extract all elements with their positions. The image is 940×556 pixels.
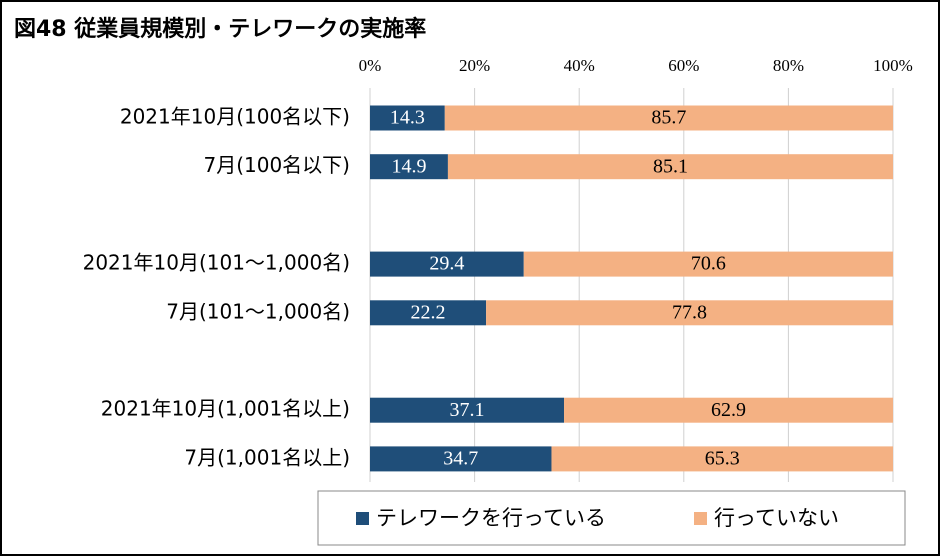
y-tick-label: 7月(101～1,000名) [166, 299, 350, 323]
bar-segment [370, 446, 552, 472]
y-tick-label: 2021年10月(100名以下) [120, 105, 350, 129]
x-tick-label: 0% [359, 56, 382, 75]
bar-segment [564, 397, 893, 423]
bar-segment [444, 105, 893, 131]
y-tick-label: 7月(1,001名以上) [184, 445, 350, 469]
legend-box [317, 490, 906, 546]
x-tick-label: 20% [459, 56, 490, 75]
bar-segment [370, 251, 524, 277]
value-label: 77.8 [672, 301, 707, 323]
value-label: 22.2 [411, 301, 446, 323]
bar-segment [370, 154, 448, 180]
value-label: 85.7 [651, 107, 686, 129]
value-label: 85.1 [653, 155, 688, 177]
value-label: 14.9 [391, 155, 426, 177]
bar-segment [447, 154, 893, 180]
x-tick-label: 60% [668, 56, 699, 75]
y-tick-label: 7月(100名以下) [203, 153, 350, 177]
y-tick-label: 2021年10月(101～1,000名) [83, 251, 350, 275]
x-tick-label: 40% [564, 56, 595, 75]
legend-label: テレワークを行っている [376, 506, 606, 530]
x-tick-label: 80% [773, 56, 804, 75]
value-label: 14.3 [390, 107, 425, 129]
bar-segment [551, 446, 893, 472]
legend-swatch [356, 512, 369, 525]
value-label: 70.6 [691, 253, 726, 275]
bar-segment [370, 397, 565, 423]
bar-segment [370, 300, 487, 326]
value-label: 37.1 [450, 399, 485, 421]
bar-segment [523, 251, 893, 277]
y-tick-label: 2021年10月(1,001名以上) [101, 397, 350, 421]
value-label: 65.3 [705, 447, 740, 469]
value-label: 29.4 [429, 253, 464, 275]
x-tick-label: 100% [873, 56, 913, 75]
legend-swatch [694, 512, 707, 525]
bar-segment [486, 300, 893, 326]
bar-segment [370, 105, 445, 131]
value-label: 34.7 [443, 447, 478, 469]
legend-label: 行っていない [714, 506, 839, 530]
chart-title: 図48 従業員規模別・テレワークの実施率 [14, 16, 426, 42]
value-label: 62.9 [711, 399, 746, 421]
